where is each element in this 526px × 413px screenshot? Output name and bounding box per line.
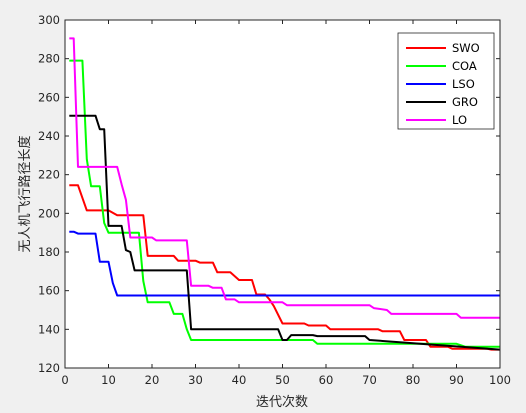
series-layer [69,37,501,351]
legend-label-lso: LSO [452,77,475,91]
legend: SWO COA LSO GRO LO [397,32,495,130]
y-tick-label: 140 [38,322,60,336]
legend-label-gro: GRO [452,95,478,109]
y-tick-label: 280 [38,52,60,66]
x-tick-label: 30 [188,373,203,387]
x-tick-label: 60 [319,373,334,387]
x-tick-label: 100 [489,373,511,387]
legend-label-lo: LO [452,113,467,127]
y-axis-label: 无人机飞行路径长度 [17,135,33,252]
series-line-gro [69,114,501,351]
y-ticks: 120 140 160 180 200 220 240 260 280 300 [38,13,500,375]
series-line-swo [69,184,500,351]
x-tick-label: 40 [232,373,247,387]
x-tick-label: 80 [406,373,421,387]
x-tick-label: 10 [101,373,116,387]
series-line-coa [69,59,500,348]
plot-frame [64,19,501,369]
y-tick-label: 300 [38,13,60,27]
y-tick-label: 160 [38,284,60,298]
y-tick-label: 240 [38,129,60,143]
x-tick-label: 50 [275,373,290,387]
y-tick-label: 220 [38,168,60,182]
y-tick-label: 120 [38,361,60,375]
y-tick-label: 180 [38,245,60,259]
x-ticks: 0 10 20 30 40 50 60 70 80 90 100 [61,20,511,387]
legend-label-coa: COA [452,59,477,73]
series-line-lso [69,230,500,297]
x-tick-label: 20 [145,373,160,387]
series-line-lo [69,37,500,319]
x-tick-label: 90 [449,373,464,387]
y-tick-label: 200 [38,206,60,220]
x-tick-label: 0 [61,373,68,387]
legend-entries: SWO COA LSO GRO LO [406,41,480,127]
legend-label-swo: SWO [452,41,480,55]
x-axis-label: 迭代次数 [256,394,308,410]
y-tick-label: 260 [38,90,60,104]
x-tick-label: 70 [362,373,377,387]
